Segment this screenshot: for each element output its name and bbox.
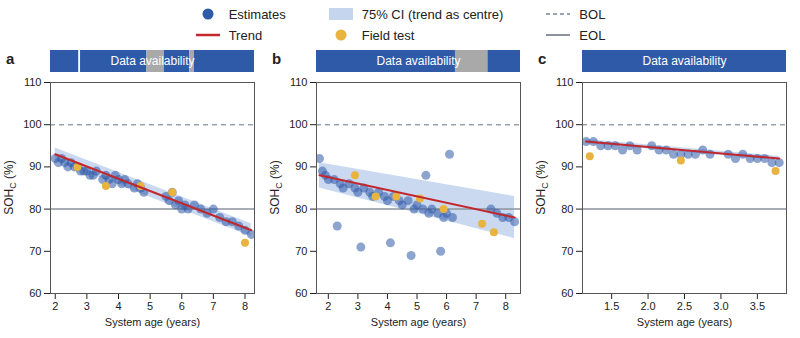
- svg-text:7: 7: [473, 300, 479, 312]
- svg-text:SOHC (%): SOHC (%): [534, 160, 550, 215]
- svg-text:80: 80: [295, 203, 307, 215]
- svg-text:5: 5: [147, 300, 153, 312]
- svg-text:8: 8: [503, 300, 509, 312]
- svg-text:100: 100: [23, 118, 41, 130]
- html-text:EOL: EOL: [579, 27, 606, 43]
- svg-text:110: 110: [290, 76, 308, 88]
- svg-text:System age (years): System age (years): [371, 316, 466, 328]
- html-text:75% CI (trend as centre): 75% CI (trend as centre): [361, 6, 504, 22]
- svg-text:70: 70: [561, 245, 573, 257]
- svg-text:3: 3: [355, 300, 361, 312]
- svg-text:6: 6: [179, 300, 185, 312]
- svg-text:3.5: 3.5: [750, 300, 765, 312]
- svg-text:60: 60: [29, 287, 41, 299]
- svg-text:2.5: 2.5: [677, 300, 692, 312]
- svg-text:110: 110: [556, 76, 574, 88]
- svg-text:2: 2: [325, 300, 331, 312]
- svg-text:8: 8: [242, 300, 248, 312]
- svg-text:SOHC (%): SOHC (%): [2, 160, 18, 215]
- svg-text:3: 3: [84, 300, 90, 312]
- svg-text:7: 7: [210, 300, 216, 312]
- svg-text:Data availability: Data availability: [642, 54, 726, 68]
- svg-text:110: 110: [24, 76, 42, 88]
- svg-text:80: 80: [29, 203, 41, 215]
- html-text:Trend: Trend: [228, 27, 263, 43]
- svg-text:5: 5: [414, 300, 420, 312]
- svg-text:90: 90: [29, 160, 41, 172]
- svg-text:90: 90: [295, 160, 307, 172]
- html-text:a: a: [6, 50, 15, 67]
- svg-text:60: 60: [561, 287, 573, 299]
- svg-text:90: 90: [561, 160, 573, 172]
- html-text:c: c: [538, 50, 547, 67]
- svg-text:3.0: 3.0: [713, 300, 728, 312]
- svg-text:60: 60: [295, 287, 307, 299]
- svg-text:6: 6: [444, 300, 450, 312]
- svg-text:SOHC (%): SOHC (%): [268, 160, 284, 215]
- svg-text:Data availability: Data availability: [376, 54, 460, 68]
- svg-text:1.5: 1.5: [604, 300, 619, 312]
- svg-text:4: 4: [115, 300, 121, 312]
- svg-text:System age (years): System age (years): [105, 316, 200, 328]
- html-text:b: b: [272, 50, 282, 67]
- svg-text:100: 100: [289, 118, 307, 130]
- html-text:Field test: Field test: [361, 27, 415, 43]
- svg-text:100: 100: [555, 118, 573, 130]
- html-text:Estimates: Estimates: [228, 6, 286, 22]
- svg-text:80: 80: [561, 203, 573, 215]
- html-text:BOL: BOL: [579, 6, 606, 22]
- svg-text:70: 70: [29, 245, 41, 257]
- svg-text:System age (years): System age (years): [637, 316, 732, 328]
- svg-text:Data availability: Data availability: [110, 54, 194, 68]
- svg-text:4: 4: [384, 300, 390, 312]
- svg-text:2.0: 2.0: [640, 300, 655, 312]
- svg-text:2: 2: [52, 300, 58, 312]
- svg-text:70: 70: [295, 245, 307, 257]
